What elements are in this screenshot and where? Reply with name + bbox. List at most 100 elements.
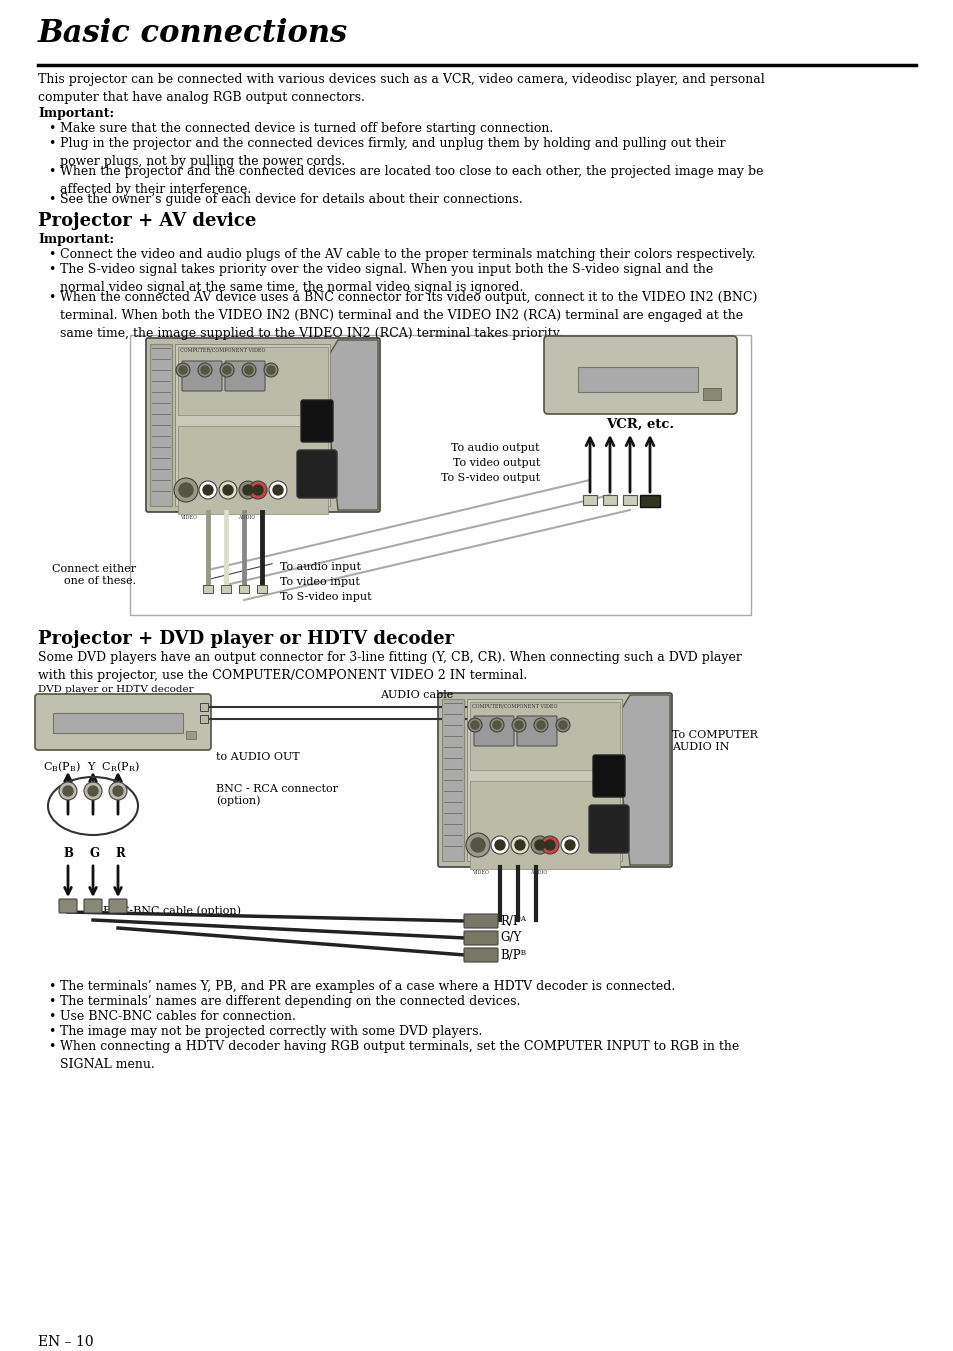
Circle shape: [269, 481, 287, 499]
Bar: [470, 703, 619, 770]
Text: B/Pᴮ: B/Pᴮ: [499, 948, 525, 962]
Text: DVD player or HDTV decoder: DVD player or HDTV decoder: [38, 685, 193, 694]
Text: •: •: [48, 165, 55, 178]
Text: This projector can be connected with various devices such as a VCR, video camera: This projector can be connected with var…: [38, 73, 764, 104]
Text: •: •: [48, 290, 55, 304]
Circle shape: [219, 481, 236, 499]
Bar: [239, 585, 249, 593]
Text: to AUDIO OUT: to AUDIO OUT: [215, 753, 299, 762]
Circle shape: [468, 717, 481, 732]
Bar: [639, 494, 659, 507]
FancyBboxPatch shape: [437, 693, 671, 867]
Text: BNC-BNC cable (option): BNC-BNC cable (option): [103, 905, 241, 916]
FancyBboxPatch shape: [146, 338, 379, 512]
Bar: [467, 698, 621, 861]
Text: Use BNC-BNC cables for connection.: Use BNC-BNC cables for connection.: [60, 1011, 295, 1023]
Bar: [470, 781, 619, 869]
Bar: [150, 345, 172, 507]
Text: Make sure that the connected device is turned off before starting connection.: Make sure that the connected device is t…: [60, 122, 553, 135]
Text: VCR, etc.: VCR, etc.: [606, 417, 674, 431]
FancyBboxPatch shape: [301, 400, 333, 442]
Circle shape: [531, 836, 548, 854]
FancyBboxPatch shape: [182, 361, 222, 390]
Text: G/Y: G/Y: [499, 931, 520, 944]
Circle shape: [471, 838, 484, 852]
Circle shape: [556, 717, 569, 732]
Circle shape: [63, 786, 73, 796]
Bar: [642, 494, 657, 505]
Circle shape: [88, 786, 98, 796]
Circle shape: [223, 366, 231, 374]
Text: When connecting a HDTV decoder having RGB output terminals, set the COMPUTER INP: When connecting a HDTV decoder having RG…: [60, 1040, 739, 1071]
Circle shape: [564, 840, 575, 850]
FancyBboxPatch shape: [59, 898, 77, 913]
Text: The terminals’ names Y, PB, and PR are examples of a case where a HDTV decoder i: The terminals’ names Y, PB, and PR are e…: [60, 979, 675, 993]
Text: VIDEO: VIDEO: [180, 515, 196, 520]
Bar: [441, 698, 463, 861]
Text: Projector + AV device: Projector + AV device: [38, 212, 256, 230]
Circle shape: [112, 786, 123, 796]
Circle shape: [495, 840, 504, 850]
Circle shape: [198, 363, 212, 377]
Circle shape: [179, 366, 187, 374]
Circle shape: [490, 717, 503, 732]
Text: VIDEO: VIDEO: [472, 870, 488, 875]
FancyBboxPatch shape: [474, 716, 514, 746]
Circle shape: [203, 485, 213, 494]
Bar: [203, 585, 213, 593]
Bar: [130, 335, 750, 615]
Text: EN – 10: EN – 10: [38, 1335, 93, 1350]
Text: COMPUTER/COMPONENT VIDEO: COMPUTER/COMPONENT VIDEO: [180, 349, 265, 353]
Text: Connect either
one of these.: Connect either one of these.: [51, 565, 136, 586]
Text: To S-video input: To S-video input: [280, 592, 372, 603]
FancyBboxPatch shape: [463, 915, 497, 928]
Text: AUDIO: AUDIO: [530, 870, 547, 875]
FancyBboxPatch shape: [109, 898, 127, 913]
Text: The image may not be projected correctly with some DVD players.: The image may not be projected correctly…: [60, 1025, 482, 1038]
Circle shape: [59, 782, 77, 800]
Bar: [200, 715, 208, 723]
Bar: [622, 494, 637, 505]
FancyBboxPatch shape: [35, 694, 211, 750]
FancyBboxPatch shape: [588, 805, 628, 852]
Circle shape: [179, 484, 193, 497]
Circle shape: [537, 721, 544, 730]
Circle shape: [267, 366, 274, 374]
Circle shape: [491, 836, 509, 854]
Text: To S-video output: To S-video output: [440, 473, 539, 484]
Bar: [256, 585, 267, 593]
Circle shape: [273, 485, 283, 494]
Text: To video output: To video output: [452, 458, 539, 467]
Circle shape: [471, 721, 478, 730]
Text: AUDIO: AUDIO: [237, 515, 255, 520]
Text: •: •: [48, 994, 55, 1008]
Bar: [602, 494, 617, 505]
Circle shape: [253, 485, 263, 494]
Circle shape: [84, 782, 102, 800]
Circle shape: [109, 782, 127, 800]
FancyBboxPatch shape: [517, 716, 557, 746]
Circle shape: [512, 717, 525, 732]
Bar: [53, 713, 183, 734]
Text: $\mathregular{C_B(P_B)}$  Y  $\mathregular{C_R(P_R)}$: $\mathregular{C_B(P_B)}$ Y $\mathregular…: [43, 759, 140, 774]
Text: Plug in the projector and the connected devices firmly, and unplug them by holdi: Plug in the projector and the connected …: [60, 136, 725, 168]
Text: •: •: [48, 263, 55, 276]
Circle shape: [223, 485, 233, 494]
Text: •: •: [48, 136, 55, 150]
Circle shape: [243, 485, 253, 494]
FancyBboxPatch shape: [463, 948, 497, 962]
Bar: [221, 585, 231, 593]
Text: •: •: [48, 193, 55, 205]
Text: AUDIO cable: AUDIO cable: [379, 690, 453, 700]
FancyBboxPatch shape: [296, 450, 336, 499]
Text: To audio output: To audio output: [451, 443, 539, 453]
Text: •: •: [48, 1040, 55, 1052]
Bar: [200, 703, 208, 711]
Text: The terminals’ names are different depending on the connected devices.: The terminals’ names are different depen…: [60, 994, 519, 1008]
Text: Some DVD players have an output connector for 3-line fitting (Y, CB, CR). When c: Some DVD players have an output connecto…: [38, 651, 741, 682]
FancyBboxPatch shape: [593, 755, 624, 797]
Text: Basic connections: Basic connections: [38, 18, 348, 49]
Circle shape: [465, 834, 490, 857]
Circle shape: [534, 717, 547, 732]
Bar: [578, 367, 698, 392]
